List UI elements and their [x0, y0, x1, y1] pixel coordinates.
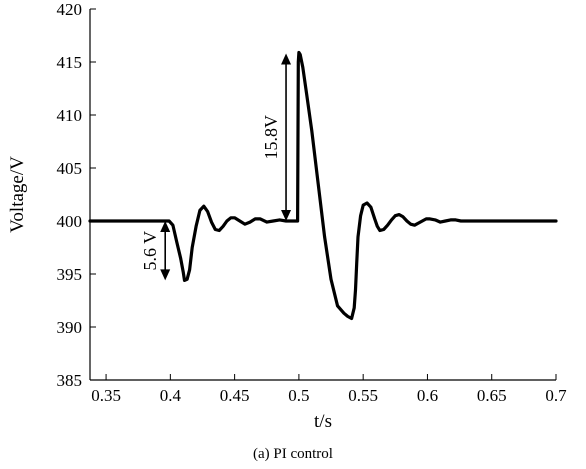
figure-caption: (a) PI control — [253, 446, 333, 462]
plot-frame — [89, 9, 556, 381]
axis-ticks — [90, 8, 557, 381]
y-tick-label: 415 — [57, 53, 83, 72]
annotation-label: 5.6 V — [140, 231, 160, 271]
annotations: 5.6 V 15.8V — [140, 53, 292, 281]
y-tick-label: 420 — [57, 0, 83, 19]
annotation-arrowhead-top — [160, 221, 171, 232]
y-axis-label: Voltage/V — [7, 156, 28, 233]
x-axis-label: t/s — [314, 411, 332, 432]
y-tick-label: 400 — [57, 212, 83, 231]
y-tick-label: 405 — [57, 159, 83, 178]
y-tick-label: 410 — [57, 106, 83, 125]
x-tick-label: 0.45 — [220, 386, 250, 405]
annotation-arrowhead-top — [281, 53, 292, 65]
x-tick-label: 0.7 — [545, 386, 567, 405]
x-tick-label: 0.4 — [160, 386, 182, 405]
annotation-label: 15.8V — [261, 115, 281, 160]
series-group — [88, 50, 558, 321]
x-tick-label: 0.55 — [348, 386, 378, 405]
annotation-arrowhead-bottom — [281, 210, 292, 221]
voltage-series-line — [88, 50, 558, 321]
y-tick-label: 390 — [57, 318, 83, 337]
x-tick-label: 0.5 — [288, 386, 309, 405]
x-tick-label: 0.65 — [477, 386, 507, 405]
y-tick-label: 395 — [57, 265, 83, 284]
x-tick-label: 0.35 — [91, 386, 121, 405]
x-tick-label: 0.6 — [417, 386, 438, 405]
y-tick-label: 385 — [57, 371, 83, 390]
tick-labels: 385 390 395 400 405 410 415 420 0.35 0.4 0.45 0.5 0.… — [57, 0, 568, 405]
annotation-arrowhead-bottom — [160, 269, 171, 281]
